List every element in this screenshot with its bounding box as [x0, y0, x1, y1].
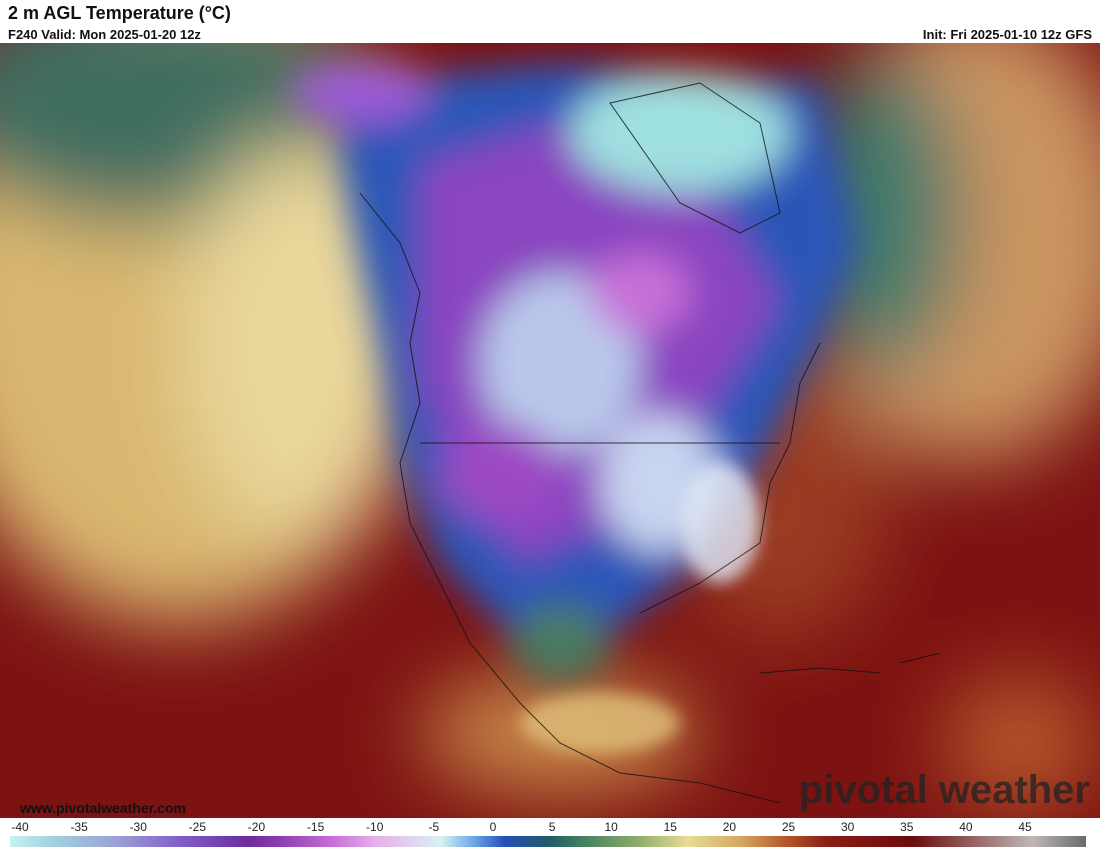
colorbar-tick-label: 30	[840, 820, 855, 834]
init-time: Init: Fri 2025-01-10 12z GFS	[922, 27, 1092, 42]
map-title: 2 m AGL Temperature (°C)	[8, 3, 231, 23]
colorbar-tick-label: 45	[1018, 820, 1032, 834]
colorbar-tick-label: -30	[129, 820, 147, 834]
colorbar-tick-label: -5	[428, 820, 440, 834]
colorbar-tick-label: 40	[959, 820, 973, 834]
colorbar-tick-label: 35	[900, 820, 914, 834]
colorbar	[10, 836, 1086, 847]
colorbar-tick-label: -40	[11, 820, 29, 834]
colorbar-tick-label: -10	[366, 820, 384, 834]
colorbar-tick-label: 5	[548, 820, 556, 834]
site-url: www.pivotalweather.com	[19, 800, 186, 816]
colorbar-tick-label: 0	[489, 820, 497, 834]
colorbar-tick-label: 20	[722, 820, 737, 834]
colorbar-tick-label: -25	[188, 820, 207, 834]
colorbar-tick-label: 25	[781, 820, 796, 834]
valid-time: F240 Valid: Mon 2025-01-20 12z	[8, 27, 201, 42]
temperature-map: www.pivotalweather.com pivotal weather	[0, 43, 1100, 818]
colorbar-tick-label: 10	[604, 820, 618, 834]
colorbar-tick-label: -35	[70, 820, 88, 834]
watermark: pivotal weather	[799, 768, 1090, 812]
colorbar-tick-label: 15	[663, 820, 677, 834]
colorbar-tick-label: -15	[306, 820, 325, 834]
colorbar-tick-label: -20	[247, 820, 266, 834]
colorbar-labels: -40 -35 -30 -25 -20 -15 -10 -5 0 5 10 15 20 25 30 35 40 4…	[0, 818, 1100, 836]
